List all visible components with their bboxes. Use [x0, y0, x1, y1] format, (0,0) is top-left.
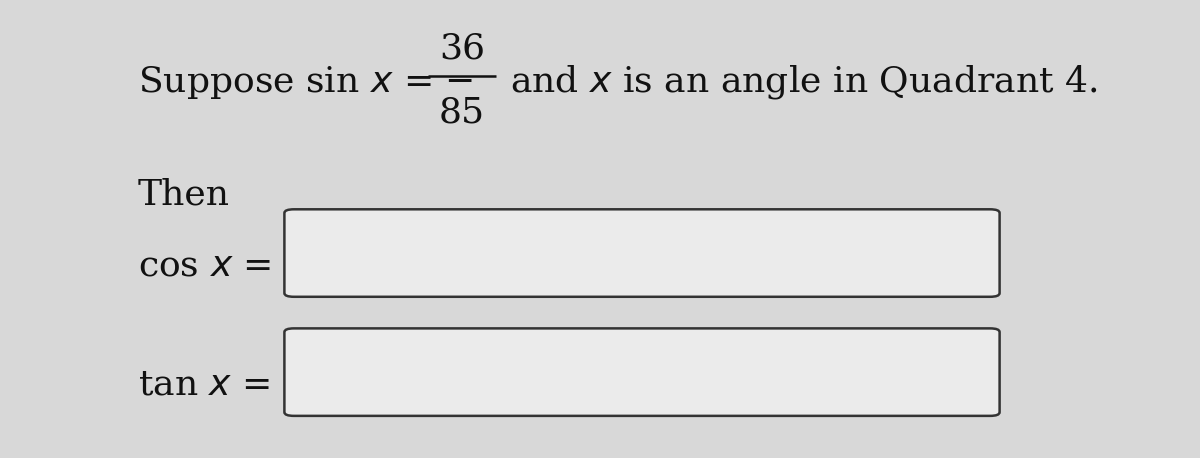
Text: 85: 85 [439, 95, 485, 129]
FancyBboxPatch shape [284, 209, 1000, 297]
Text: cos $x$ =: cos $x$ = [138, 249, 271, 283]
FancyBboxPatch shape [284, 328, 1000, 416]
Text: and $x$ is an angle in Quadrant 4.: and $x$ is an angle in Quadrant 4. [510, 64, 1098, 101]
Text: tan $x$ =: tan $x$ = [138, 368, 270, 402]
Text: Then: Then [138, 178, 230, 212]
Text: Suppose sin $x$ = $-$: Suppose sin $x$ = $-$ [138, 64, 473, 101]
Text: 36: 36 [439, 31, 485, 65]
